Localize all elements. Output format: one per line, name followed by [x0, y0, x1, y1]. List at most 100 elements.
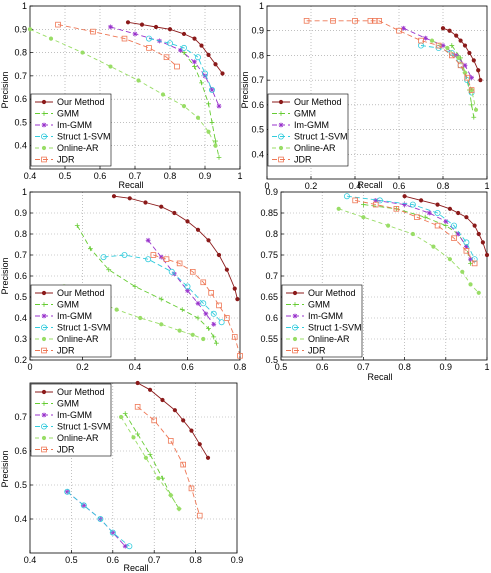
series-line: [431, 40, 477, 110]
x-tick-label: 0.4: [24, 555, 37, 565]
series-line: [420, 45, 473, 93]
y-tick-label: 0.6: [14, 271, 27, 281]
data-point: [414, 214, 420, 221]
legend-entry: Struct 1-SVM: [57, 132, 111, 142]
data-point: [206, 129, 211, 134]
data-point: [409, 201, 416, 208]
data-point: [151, 417, 158, 424]
data-point: [471, 114, 477, 120]
data-point: [199, 43, 204, 48]
data-point: [402, 202, 407, 207]
legend-marker: [41, 389, 47, 395]
data-point: [172, 408, 177, 413]
data-point: [468, 282, 473, 287]
data-point: [468, 256, 473, 262]
data-point: [447, 206, 453, 211]
data-point: [213, 138, 218, 144]
data-point: [451, 235, 457, 242]
x-tick-label: 0.5: [65, 555, 78, 565]
legend-entry: JDR: [308, 346, 326, 356]
legend-marker: [41, 133, 48, 140]
chart-panel-1: 0.4 0.5 0.6 0.7 0.8 0.9 1 0.4 0.5 0.6 0.7 0.8 0.9 1 Re…: [0, 1, 243, 190]
series-1: [402, 194, 490, 258]
series-line: [442, 27, 481, 81]
legend-box: [281, 284, 363, 358]
data-point: [167, 437, 174, 444]
data-point: [114, 307, 119, 312]
data-point: [121, 35, 128, 42]
data-point: [211, 321, 217, 327]
y-tick-label: 0.7: [14, 250, 27, 260]
data-point: [200, 300, 207, 307]
data-point: [434, 222, 441, 229]
data-point: [206, 238, 211, 243]
data-point: [200, 279, 207, 286]
y-tick-label: 0.55: [260, 334, 278, 344]
series-5: [27, 27, 218, 148]
y-tick-label: 1: [22, 1, 27, 11]
data-point: [80, 50, 85, 55]
legend-entry: GMM: [308, 300, 330, 310]
data-point: [192, 64, 197, 69]
data-point: [237, 352, 243, 359]
data-point: [431, 244, 436, 249]
data-point: [464, 215, 469, 220]
y-tick-label: 0.8: [251, 50, 264, 60]
data-point: [224, 315, 230, 321]
legend-entry: Our Method: [57, 97, 105, 107]
x-tick-label: 0.4: [24, 171, 37, 181]
x-axis-label: Recall: [123, 563, 148, 573]
data-point: [160, 92, 166, 97]
legend-entry: Struct 1-SVM: [308, 323, 362, 333]
data-point: [132, 284, 138, 289]
data-point: [216, 154, 222, 160]
data-point: [361, 215, 366, 220]
legend-entry: GMM: [57, 399, 79, 409]
data-point: [376, 18, 382, 24]
x-tick-label: 0.9: [231, 555, 244, 565]
legend-entry: JDR: [57, 155, 75, 165]
data-point: [147, 387, 153, 392]
y-tick-label: 0.9: [265, 187, 278, 197]
data-point: [55, 21, 61, 28]
data-point: [393, 205, 400, 212]
y-tick-label: 0.4: [14, 313, 27, 323]
data-point: [445, 45, 450, 51]
legend-marker: [41, 313, 47, 319]
y-tick-label: 0.5: [14, 117, 27, 127]
x-tick-label: 0: [264, 181, 269, 191]
x-tick-label: 1: [484, 181, 489, 191]
y-tick-label: 1: [259, 1, 264, 11]
data-point: [224, 267, 229, 272]
data-point: [457, 62, 464, 69]
series-line: [306, 20, 473, 91]
data-point: [135, 380, 140, 386]
y-axis-label: Precision: [240, 71, 250, 108]
data-point: [476, 231, 481, 237]
data-point: [176, 260, 183, 267]
data-point: [456, 55, 461, 61]
data-point: [168, 268, 175, 275]
data-point: [472, 223, 477, 228]
legend-box: [30, 383, 112, 457]
data-point: [232, 286, 237, 291]
y-tick-label: 0.4: [14, 141, 27, 151]
data-point: [468, 87, 475, 93]
data-point: [422, 214, 428, 220]
x-tick-label: 0.8: [164, 171, 177, 181]
data-point: [90, 28, 96, 35]
x-tick-label: 0.6: [393, 181, 406, 191]
data-point: [126, 543, 133, 550]
x-tick-label: 0.5: [275, 362, 288, 372]
series-2: [74, 223, 219, 346]
x-tick-label: 0.6: [94, 171, 107, 181]
legend-entry: JDR: [294, 155, 312, 165]
series-5: [118, 414, 182, 511]
data-point: [153, 24, 159, 30]
series-line: [127, 21, 223, 74]
data-point: [194, 54, 201, 61]
legend-entry: GMM: [294, 109, 316, 119]
series-6: [55, 21, 180, 70]
series-4: [145, 35, 215, 93]
